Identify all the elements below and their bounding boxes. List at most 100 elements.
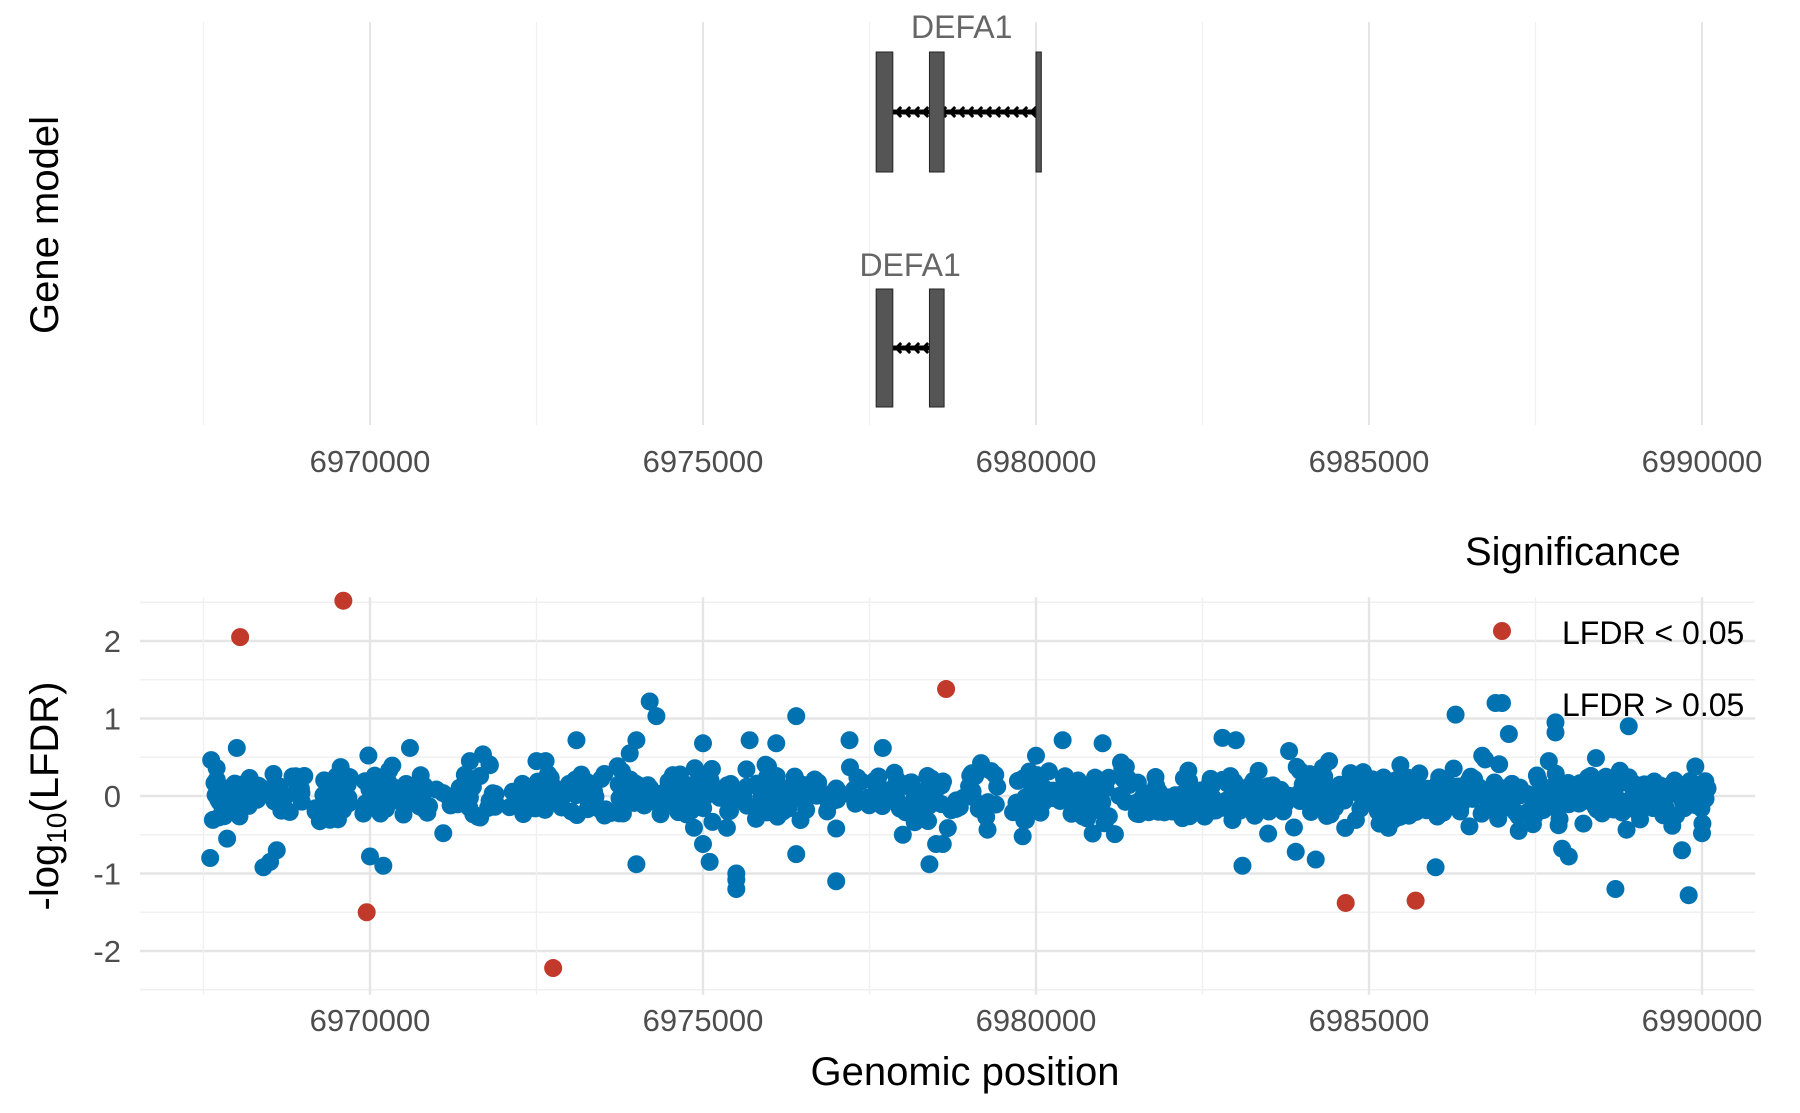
scatter-panel-x-tick-labels: 6970000 6975000 6980000 6985000 6990000 <box>310 1003 1763 1038</box>
data-point-not-significant <box>621 793 640 812</box>
data-point-not-significant <box>818 785 837 804</box>
data-point-not-significant <box>703 812 722 831</box>
data-point-not-significant <box>1696 772 1715 791</box>
data-point-not-significant <box>717 818 736 837</box>
data-point-not-significant <box>919 812 938 831</box>
data-point-not-significant <box>412 784 431 803</box>
data-point-not-significant <box>1095 814 1114 833</box>
strand-arrow <box>966 105 975 119</box>
gene-exon <box>1035 51 1042 173</box>
data-point-not-significant <box>460 752 479 771</box>
data-point-not-significant <box>787 707 806 726</box>
strand-arrow <box>894 341 903 355</box>
gene-exon <box>928 288 945 408</box>
data-point-not-significant <box>1244 783 1263 802</box>
data-point-not-significant <box>227 738 246 757</box>
data-point-not-significant <box>690 773 709 792</box>
gene-label: DEFA1 <box>911 9 1012 45</box>
data-point-not-significant <box>920 855 939 874</box>
data-point-not-significant <box>748 774 767 793</box>
data-point-not-significant <box>1346 810 1365 829</box>
legend-label-not-significant: LFDR > 0.05 <box>1562 687 1744 723</box>
data-point-not-significant <box>797 800 816 819</box>
data-point-not-significant <box>1410 764 1429 783</box>
data-point-not-significant <box>527 752 546 771</box>
data-point-not-significant <box>264 784 283 803</box>
data-point-not-significant <box>1396 791 1415 810</box>
data-point-not-significant <box>264 764 283 783</box>
data-point-not-significant <box>469 807 488 826</box>
data-point-not-significant <box>213 799 232 818</box>
data-point-not-significant <box>1306 850 1325 869</box>
data-point-not-significant <box>1170 793 1189 812</box>
data-point-not-significant <box>1439 784 1458 803</box>
data-point-significant <box>231 628 250 647</box>
strand-arrow <box>921 105 930 119</box>
legend-marker-significant <box>1493 622 1511 640</box>
data-point-not-significant <box>1460 817 1479 836</box>
data-point-not-significant <box>1217 791 1236 810</box>
data-point-not-significant <box>827 872 846 891</box>
gene-panel-gridlines <box>202 22 1703 425</box>
data-point-not-significant <box>572 765 591 784</box>
strand-arrow <box>894 105 903 119</box>
strand-arrow <box>912 341 921 355</box>
data-point-not-significant <box>1073 779 1092 798</box>
data-point-not-significant <box>727 880 746 898</box>
data-point-not-significant <box>787 845 806 864</box>
data-point-not-significant <box>977 807 996 826</box>
data-point-not-significant <box>1259 824 1278 843</box>
data-point-not-significant <box>933 772 952 791</box>
y-tick-label: 0 <box>104 779 121 814</box>
strand-arrow <box>903 341 912 355</box>
strand-arrow <box>1029 105 1038 119</box>
legend-label-significant: LFDR < 0.05 <box>1562 615 1744 651</box>
data-point-not-significant <box>567 731 586 750</box>
data-point-not-significant <box>1693 824 1711 843</box>
data-point-not-significant <box>684 818 703 837</box>
data-point-not-significant <box>1062 792 1081 811</box>
data-point-not-significant <box>627 855 646 874</box>
data-point-not-significant <box>392 786 411 805</box>
data-point-not-significant <box>1111 753 1130 772</box>
legend-title: Significance <box>1465 530 1681 574</box>
x-tick-label: 6985000 <box>1309 1003 1430 1038</box>
data-point-not-significant <box>893 825 912 844</box>
data-point-not-significant <box>1116 792 1135 811</box>
data-point-not-significant <box>1373 777 1392 796</box>
data-point-not-significant <box>1213 728 1232 747</box>
data-point-not-significant <box>383 756 402 775</box>
data-point-not-significant <box>718 782 737 801</box>
data-point-not-significant <box>359 746 378 765</box>
y-tick-label: 1 <box>104 702 121 737</box>
data-point-not-significant <box>647 707 666 726</box>
data-point-not-significant <box>567 786 586 805</box>
scatter-panel-y-tick-labels: -2 -1 0 1 2 <box>93 624 121 969</box>
data-point-not-significant <box>659 772 678 791</box>
data-point-not-significant <box>1606 880 1625 898</box>
data-point-not-significant <box>1426 858 1445 877</box>
data-point-not-significant <box>1675 799 1694 818</box>
data-point-not-significant <box>1093 734 1112 753</box>
data-point-not-significant <box>1681 771 1700 790</box>
data-point-not-significant <box>1502 774 1521 793</box>
data-point-not-significant <box>1053 731 1072 750</box>
scatter-points <box>201 591 1717 978</box>
x-tick-label: 6975000 <box>643 1003 764 1038</box>
gene-track: DEFA1 <box>875 9 1042 173</box>
gene-x-tick-label: 6990000 <box>1642 444 1763 479</box>
gene-exon <box>875 51 894 173</box>
data-point-not-significant <box>1667 777 1686 796</box>
data-point-not-significant <box>1559 847 1578 866</box>
data-point-not-significant <box>1372 807 1391 826</box>
gene-exon <box>928 51 945 173</box>
data-point-not-significant <box>374 856 393 875</box>
y-tick-label: -2 <box>93 934 121 969</box>
data-point-not-significant <box>1013 827 1032 846</box>
data-point-not-significant <box>267 841 286 860</box>
data-point-not-significant <box>595 764 614 783</box>
data-point-not-significant <box>1613 803 1632 822</box>
data-point-not-significant <box>1287 757 1306 776</box>
x-axis-label: Genomic position <box>810 1050 1119 1094</box>
